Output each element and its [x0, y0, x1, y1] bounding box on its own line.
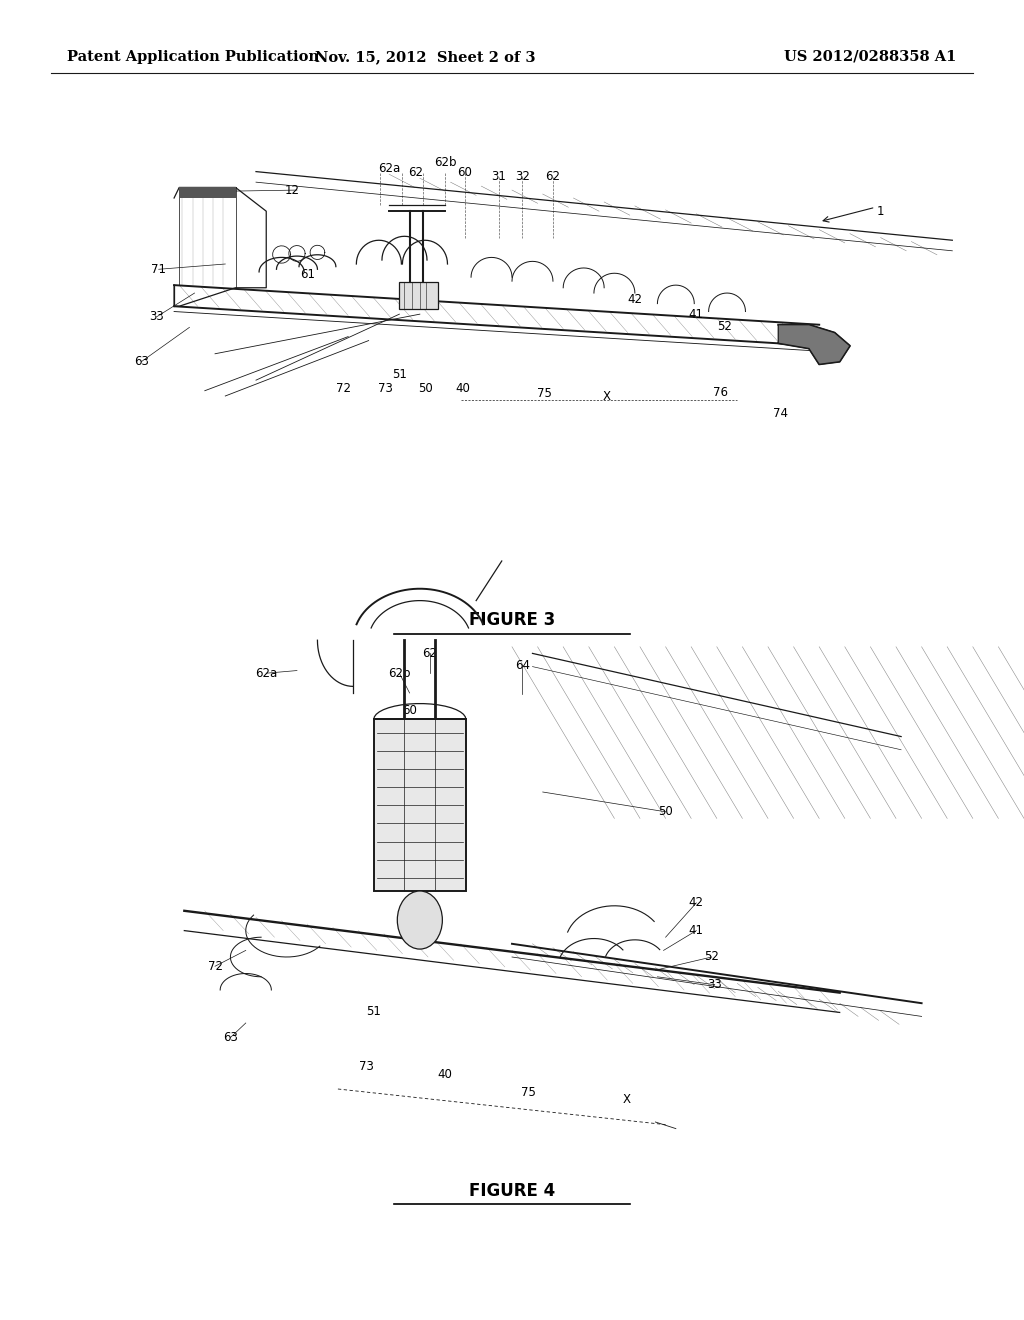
Text: Nov. 15, 2012  Sheet 2 of 3: Nov. 15, 2012 Sheet 2 of 3	[314, 50, 536, 63]
Text: 33: 33	[708, 978, 722, 991]
Text: 52: 52	[705, 950, 719, 964]
Text: 63: 63	[223, 1031, 238, 1044]
Text: Patent Application Publication: Patent Application Publication	[67, 50, 318, 63]
Text: 50: 50	[419, 381, 433, 395]
Text: 61: 61	[300, 268, 314, 281]
Text: 40: 40	[456, 381, 470, 395]
Text: 50: 50	[658, 805, 673, 818]
Text: 63: 63	[134, 355, 148, 368]
Text: FIGURE 4: FIGURE 4	[469, 1181, 555, 1200]
Text: 74: 74	[773, 407, 787, 420]
Text: 62a: 62a	[378, 162, 400, 176]
Circle shape	[397, 891, 442, 949]
Text: 42: 42	[628, 293, 642, 306]
Text: 73: 73	[359, 1060, 374, 1073]
Text: 41: 41	[689, 924, 703, 937]
Text: 51: 51	[392, 368, 407, 381]
Polygon shape	[778, 325, 850, 364]
Text: 60: 60	[458, 166, 472, 180]
Text: 41: 41	[689, 308, 703, 321]
Text: 33: 33	[150, 310, 164, 323]
Text: 1: 1	[877, 205, 885, 218]
Text: 76: 76	[714, 385, 728, 399]
Text: 75: 75	[521, 1086, 536, 1100]
Text: 60: 60	[402, 704, 417, 717]
Text: 62: 62	[423, 647, 437, 660]
Text: 62b: 62b	[434, 156, 457, 169]
Text: 62b: 62b	[388, 667, 411, 680]
Text: 31: 31	[492, 170, 506, 183]
Text: 62: 62	[546, 170, 560, 183]
FancyBboxPatch shape	[179, 187, 236, 198]
Text: 75: 75	[538, 387, 552, 400]
Text: 51: 51	[367, 1005, 381, 1018]
Text: 72: 72	[208, 960, 222, 973]
Text: 72: 72	[336, 381, 350, 395]
Text: US 2012/0288358 A1: US 2012/0288358 A1	[784, 50, 956, 63]
Text: 12: 12	[285, 183, 299, 197]
Text: X: X	[602, 389, 610, 403]
Text: 62: 62	[409, 166, 423, 180]
Text: X: X	[623, 1093, 631, 1106]
Text: 42: 42	[689, 896, 703, 909]
Text: 40: 40	[437, 1068, 452, 1081]
Text: 71: 71	[152, 263, 166, 276]
Text: 32: 32	[515, 170, 529, 183]
Text: 64: 64	[515, 659, 529, 672]
Text: 73: 73	[378, 381, 392, 395]
Text: 62a: 62a	[255, 667, 278, 680]
Text: 52: 52	[718, 319, 732, 333]
FancyBboxPatch shape	[399, 282, 438, 309]
Text: FIGURE 3: FIGURE 3	[469, 611, 555, 630]
FancyBboxPatch shape	[374, 719, 466, 891]
